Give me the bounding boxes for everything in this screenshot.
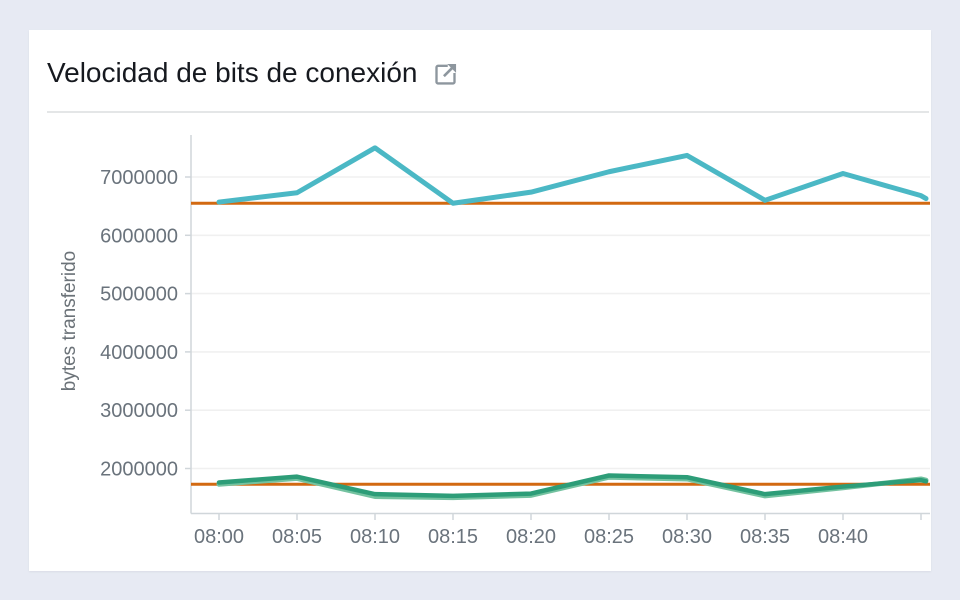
y-tick-label: 7000000 xyxy=(100,167,178,189)
y-tick-label: 4000000 xyxy=(100,342,178,364)
widget-header: Velocidad de bits de conexión xyxy=(47,56,913,90)
header-divider xyxy=(47,111,929,113)
y-axis-title: bytes transferido xyxy=(59,251,80,391)
x-tick-label: 08:40 xyxy=(818,526,868,548)
widget-title: Velocidad de bits de conexión xyxy=(47,57,418,88)
chart-area: 7000000 6000000 5000000 4000000 3000000 20000… xyxy=(29,30,931,571)
x-tick-label: 08:15 xyxy=(428,526,478,548)
y-tick-label: 6000000 xyxy=(100,225,178,247)
x-tick-label: 08:25 xyxy=(584,526,634,548)
x-tick-label: 08:20 xyxy=(506,526,556,548)
y-tick-label: 3000000 xyxy=(100,400,178,422)
x-tick-label: 08:35 xyxy=(740,526,790,548)
chart-widget-card: Velocidad de bits de conexión 7000000 600… xyxy=(29,30,931,571)
series-line-green-dark xyxy=(216,473,929,499)
x-tick-label: 08:05 xyxy=(272,526,322,548)
y-tick-label: 2000000 xyxy=(100,459,178,481)
series-line-cyan xyxy=(216,145,929,206)
x-tick-label: 08:10 xyxy=(350,526,400,548)
x-tick-label: 08:30 xyxy=(662,526,712,548)
external-link-icon[interactable] xyxy=(432,60,459,87)
bitrate-line-chart: 7000000 6000000 5000000 4000000 3000000 20000… xyxy=(59,135,930,548)
x-tick-label: 08:00 xyxy=(194,526,244,548)
y-tick-label: 5000000 xyxy=(100,284,178,306)
